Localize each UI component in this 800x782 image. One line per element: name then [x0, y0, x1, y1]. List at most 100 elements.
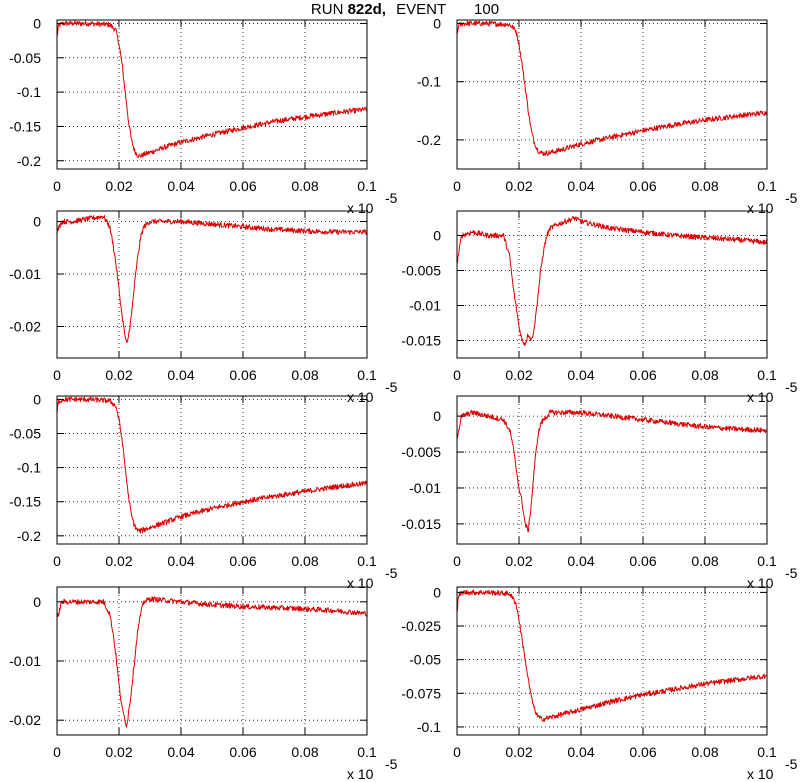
- y-tick-label: -0.15: [9, 118, 41, 134]
- x-tick-label: 0: [453, 744, 461, 760]
- series-trace: [56, 596, 368, 728]
- y-tick-label: -0.05: [9, 426, 41, 442]
- series-trace: [456, 20, 768, 156]
- panel-4: 0 0.02 0.04 0.06 0.08 0.1 0 -0.005 -0.01 -0.015 x …: [401, 210, 798, 405]
- x-tick-label: 0.04: [167, 367, 194, 383]
- panels: 0 0.02 0.04 0.06 0.08 0.1 0 -0.05 -0.1 -0.15 -0.2 x…: [9, 15, 798, 782]
- figure-title: RUN 822d, EVENT 100: [311, 1, 499, 18]
- x-exponent-power: -5: [385, 379, 398, 395]
- x-tick-label: 0.1: [357, 367, 377, 383]
- y-tick-label: -0.02: [9, 319, 41, 335]
- y-tick-label: 0: [433, 228, 441, 244]
- x-tick-label: 0.08: [291, 744, 318, 760]
- x-tick-label: 0.04: [567, 553, 594, 569]
- x-exponent-power: -5: [385, 565, 398, 581]
- x-tick-label: 0.1: [757, 744, 777, 760]
- x-tick-label: 0.06: [629, 553, 656, 569]
- y-tick-label: 0: [33, 214, 41, 230]
- panel-6: 0 0.02 0.04 0.06 0.08 0.1 0 -0.005 -0.01 -0.015 x …: [401, 395, 798, 591]
- y-tick-label: -0.005: [401, 444, 441, 460]
- x-tick-label: 0.08: [691, 178, 718, 194]
- y-tick-label: -0.015: [401, 333, 441, 349]
- y-tick-label: -0.005: [401, 263, 441, 279]
- series-trace: [56, 396, 368, 534]
- x-exponent-label: x 10: [747, 200, 774, 216]
- y-tick-label: -0.015: [401, 516, 441, 532]
- y-tick-label: -0.02: [9, 712, 41, 728]
- x-tick-label: 0.02: [505, 744, 532, 760]
- plot-frame: [456, 586, 768, 736]
- y-tick-label: 0: [433, 15, 441, 31]
- x-tick-label: 0.04: [567, 178, 594, 194]
- x-tick-label: 0: [53, 367, 61, 383]
- y-tick-label: -0.01: [9, 266, 41, 282]
- x-tick-label: 0.08: [691, 367, 718, 383]
- series-trace: [456, 589, 768, 722]
- x-tick-label: 0.08: [291, 367, 318, 383]
- x-tick-label: 0.1: [757, 367, 777, 383]
- x-tick-label: 0.02: [505, 553, 532, 569]
- x-tick-label: 0.06: [629, 367, 656, 383]
- x-tick-label: 0.02: [105, 367, 132, 383]
- y-tick-label: -0.1: [17, 84, 41, 100]
- x-exponent-power: -5: [385, 190, 398, 206]
- x-exponent-label: x 10: [347, 389, 374, 405]
- series-trace: [56, 215, 368, 343]
- y-tick-label: -0.1: [417, 719, 441, 735]
- plot-frame: [56, 19, 368, 170]
- run-value: 822d,: [348, 1, 386, 18]
- panel-7: 0 0.02 0.04 0.06 0.08 0.1 0 -0.01 -0.02 x 10 -5: [9, 586, 398, 782]
- y-tick-label: -0.01: [409, 298, 441, 314]
- x-tick-label: 0.08: [691, 744, 718, 760]
- x-tick-label: 0.1: [357, 744, 377, 760]
- x-exponent-label: x 10: [347, 766, 374, 782]
- x-tick-label: 0.02: [105, 178, 132, 194]
- y-tick-label: -0.1: [17, 460, 41, 476]
- x-tick-label: 0.02: [505, 367, 532, 383]
- panel-3: 0 0.02 0.04 0.06 0.08 0.1 0 -0.01 -0.02 x 10 -5: [9, 210, 398, 405]
- x-tick-label: 0: [453, 367, 461, 383]
- x-exponent-power: -5: [785, 379, 798, 395]
- x-exponent-power: -5: [785, 190, 798, 206]
- panel-8: 0 0.02 0.04 0.06 0.08 0.1 0 -0.025 -0.05 -0.075 -0…: [401, 584, 797, 782]
- plot-frame: [56, 210, 368, 359]
- x-tick-label: 0.04: [567, 744, 594, 760]
- x-tick-label: 0: [453, 178, 461, 194]
- y-tick-label: -0.01: [409, 480, 441, 496]
- panel-1: 0 0.02 0.04 0.06 0.08 0.1 0 -0.05 -0.1 -0.15 -0.2 x…: [9, 15, 398, 216]
- x-exponent-label: x 10: [747, 575, 774, 591]
- x-tick-label: 0.06: [229, 744, 256, 760]
- x-tick-label: 0: [53, 178, 61, 194]
- x-tick-label: 0.06: [629, 744, 656, 760]
- y-tick-label: 0: [33, 391, 41, 407]
- x-tick-label: 0.04: [167, 744, 194, 760]
- y-tick-label: -0.1: [417, 74, 441, 90]
- x-tick-label: 0.04: [167, 553, 194, 569]
- plot-frame: [456, 19, 768, 170]
- series-trace: [456, 215, 768, 346]
- x-tick-label: 0.04: [167, 178, 194, 194]
- x-tick-label: 0.04: [567, 367, 594, 383]
- plot-frame: [56, 395, 368, 545]
- x-exponent-power: -5: [385, 756, 398, 772]
- event-value: 100: [474, 1, 499, 18]
- plot-frame: [456, 210, 768, 359]
- x-exponent-power: -5: [785, 756, 798, 772]
- x-exponent-label: x 10: [347, 575, 374, 591]
- x-tick-label: 0.06: [229, 178, 256, 194]
- x-tick-label: 0: [453, 553, 461, 569]
- run-label: RUN: [311, 1, 344, 18]
- y-tick-label: 0: [433, 584, 441, 600]
- y-tick-label: 0: [33, 594, 41, 610]
- y-tick-label: -0.075: [401, 685, 441, 701]
- x-tick-label: 0.06: [229, 553, 256, 569]
- panel-2: 0 0.02 0.04 0.06 0.08 0.1 0 -0.1 -0.2 x 10 -5: [417, 15, 798, 216]
- x-tick-label: 0: [53, 744, 61, 760]
- y-tick-label: -0.05: [9, 50, 41, 66]
- x-tick-label: 0: [53, 553, 61, 569]
- x-tick-label: 0.02: [105, 553, 132, 569]
- panel-5: 0 0.02 0.04 0.06 0.08 0.1 0 -0.05 -0.1 -0.15 -0.2 x…: [9, 391, 398, 591]
- x-tick-label: 0.1: [757, 178, 777, 194]
- y-tick-label: 0: [33, 15, 41, 31]
